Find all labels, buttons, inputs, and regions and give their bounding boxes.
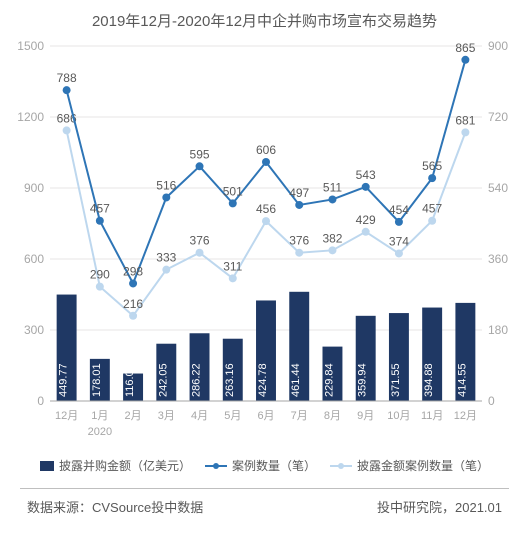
svg-text:595: 595 <box>189 147 209 161</box>
svg-text:11月: 11月 <box>420 410 442 422</box>
svg-text:376: 376 <box>189 234 209 248</box>
chart-container: 2019年12月-2020年12月中企并购市场宣布交易趋势 0 300 600 900… <box>0 0 529 545</box>
svg-text:1月: 1月 <box>91 410 108 422</box>
svg-text:543: 543 <box>355 168 375 182</box>
legend-label-line2: 披露金额案例数量（笔） <box>357 457 489 474</box>
legend-swatch-line1 <box>205 461 227 471</box>
svg-text:2月: 2月 <box>124 410 141 422</box>
chart-title: 2019年12月-2020年12月中企并购市场宣布交易趋势 <box>5 10 524 31</box>
svg-text:511: 511 <box>322 180 341 194</box>
svg-text:454: 454 <box>388 203 408 217</box>
svg-text:374: 374 <box>388 234 408 248</box>
svg-text:900: 900 <box>488 41 508 53</box>
svg-text:5月: 5月 <box>224 410 241 422</box>
svg-text:540: 540 <box>488 181 508 195</box>
svg-text:4月: 4月 <box>190 410 207 422</box>
svg-text:242.05: 242.05 <box>157 363 169 397</box>
svg-text:290: 290 <box>89 268 109 282</box>
svg-text:300: 300 <box>23 323 43 337</box>
svg-text:376: 376 <box>289 234 309 248</box>
legend-swatch-bar <box>40 461 54 471</box>
svg-text:12月: 12月 <box>54 410 77 422</box>
svg-text:720: 720 <box>488 110 508 124</box>
svg-text:359.94: 359.94 <box>356 363 368 397</box>
svg-text:7月: 7月 <box>290 410 307 422</box>
svg-text:229.84: 229.84 <box>323 363 335 397</box>
svg-text:371.55: 371.55 <box>389 363 401 397</box>
svg-text:497: 497 <box>289 186 309 200</box>
publisher-label: 投中研究院，2021.01 <box>377 497 502 516</box>
chart-svg: 0 300 600 900 1200 1500 0 180 360 540 720 900 449.77… <box>10 41 520 451</box>
svg-text:0: 0 <box>488 394 495 408</box>
svg-text:1500: 1500 <box>17 41 44 53</box>
divider <box>20 488 509 489</box>
plot-area: 0 300 600 900 1200 1500 0 180 360 540 720 900 449.77… <box>10 41 520 451</box>
svg-text:565: 565 <box>422 159 442 173</box>
legend-swatch-line2 <box>330 461 352 471</box>
legend-label-bars: 披露并购金额（亿美元） <box>59 457 191 474</box>
svg-text:429: 429 <box>355 213 375 227</box>
svg-text:516: 516 <box>156 178 176 192</box>
svg-text:180: 180 <box>488 323 508 337</box>
svg-text:178.01: 178.01 <box>90 363 102 397</box>
svg-text:900: 900 <box>23 181 43 195</box>
svg-text:600: 600 <box>23 252 43 266</box>
legend-item-line2: 披露金额案例数量（笔） <box>330 457 489 474</box>
svg-text:263.16: 263.16 <box>223 363 235 397</box>
svg-text:681: 681 <box>455 113 475 127</box>
svg-text:6月: 6月 <box>257 410 274 422</box>
svg-text:298: 298 <box>123 264 143 278</box>
svg-text:382: 382 <box>322 231 342 245</box>
svg-text:8月: 8月 <box>323 410 340 422</box>
svg-text:606: 606 <box>255 143 275 157</box>
svg-text:456: 456 <box>255 202 275 216</box>
source-label: 数据来源：CVSource投中数据 <box>27 497 203 516</box>
svg-text:3月: 3月 <box>157 410 174 422</box>
svg-text:0: 0 <box>37 394 44 408</box>
svg-text:394.88: 394.88 <box>423 363 435 397</box>
svg-text:424.78: 424.78 <box>257 363 269 397</box>
svg-text:311: 311 <box>223 259 242 273</box>
svg-text:1200: 1200 <box>17 110 44 124</box>
svg-text:10月: 10月 <box>387 410 410 422</box>
legend-item-line1: 案例数量（笔） <box>205 457 316 474</box>
legend-label-line1: 案例数量（笔） <box>232 457 316 474</box>
svg-text:360: 360 <box>488 252 508 266</box>
legend-item-bars: 披露并购金额（亿美元） <box>40 457 191 474</box>
svg-text:116.04: 116.04 <box>124 364 136 397</box>
svg-text:9月: 9月 <box>357 410 374 422</box>
svg-text:333: 333 <box>156 251 176 265</box>
legend: 披露并购金额（亿美元） 案例数量（笔） 披露金额案例数量（笔） <box>5 457 524 474</box>
svg-text:501: 501 <box>222 184 242 198</box>
svg-text:865: 865 <box>455 41 475 55</box>
svg-text:216: 216 <box>123 297 143 311</box>
svg-text:414.55: 414.55 <box>456 363 468 397</box>
svg-text:2020: 2020 <box>87 426 111 438</box>
footer: 数据来源：CVSource投中数据 投中研究院，2021.01 <box>5 497 524 516</box>
svg-text:461.44: 461.44 <box>290 363 302 397</box>
svg-text:12月: 12月 <box>453 410 476 422</box>
svg-text:457: 457 <box>89 202 109 216</box>
svg-text:457: 457 <box>422 202 442 216</box>
svg-text:788: 788 <box>56 71 76 85</box>
svg-text:286.22: 286.22 <box>190 363 202 397</box>
svg-text:449.77: 449.77 <box>57 363 69 397</box>
line-dark <box>66 60 465 284</box>
